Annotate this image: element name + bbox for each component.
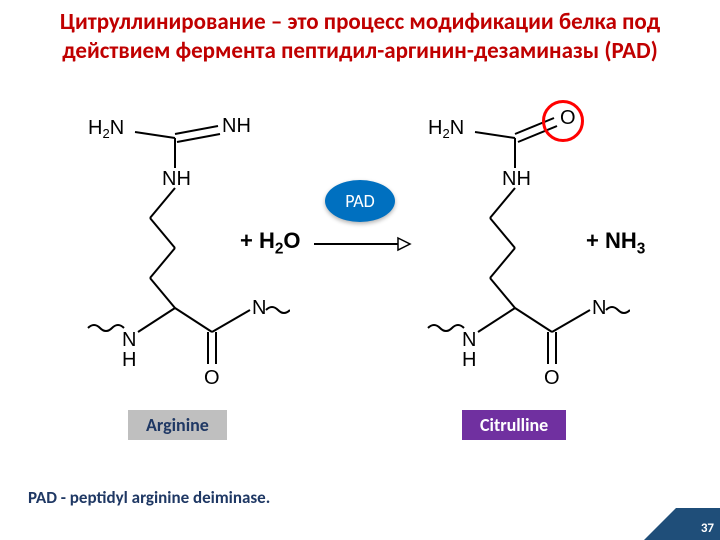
plus-h2o-text: + H2O (240, 228, 301, 253)
citrulline-label-box: Citrulline (462, 410, 566, 440)
reaction-diagram: H2N NH NH N H O N + H2O PAD (0, 110, 720, 440)
label-plus-nh3: + NH3 (586, 228, 645, 258)
slide-title: Цитруллинирование – это процесс модифика… (20, 8, 700, 66)
label-n2-left: N (252, 297, 266, 319)
label-nh-mid-right: NH (502, 168, 531, 190)
label-o-left: O (204, 367, 220, 389)
label-h-left: H (122, 349, 136, 371)
footnote-text: PAD - peptidyl arginine deiminase. (28, 487, 270, 508)
label-n-right: N (462, 329, 476, 351)
reaction-arrow (312, 232, 412, 256)
label-n2-right: N (592, 297, 606, 319)
pad-enzyme-pill: PAD (325, 180, 395, 222)
plus-nh3-text: + NH3 (586, 228, 645, 253)
label-h2n-left: H2N (88, 117, 124, 141)
highlight-circle-icon (542, 100, 584, 142)
arginine-label-box: Arginine (128, 410, 227, 440)
label-h2n-right: H2N (428, 117, 464, 141)
page-number-corner: 37 (676, 508, 720, 540)
label-h-right: H (462, 349, 476, 371)
page-number: 37 (701, 521, 714, 536)
label-plus-h2o: + H2O (240, 228, 301, 258)
label-nh-top-left: NH (222, 115, 251, 137)
label-n-left: N (122, 329, 136, 351)
label-o-right: O (544, 367, 560, 389)
label-nh-mid-left: NH (162, 168, 191, 190)
